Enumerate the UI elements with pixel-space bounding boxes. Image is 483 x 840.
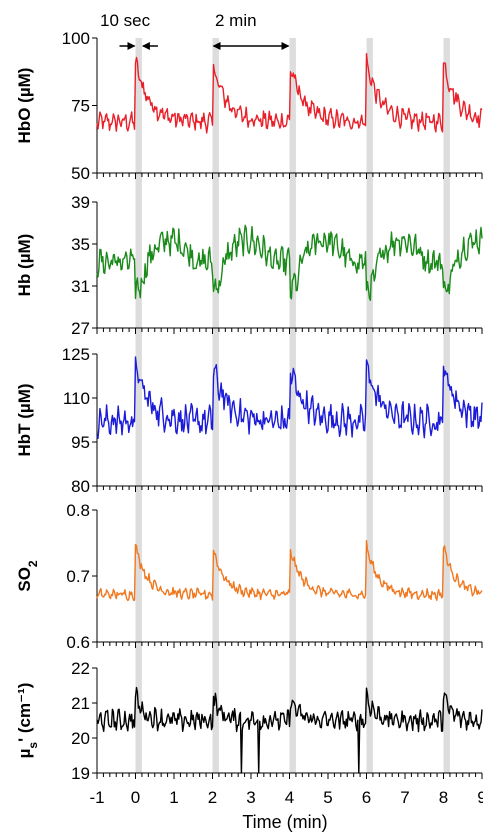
- y-tick-label: 0.8: [66, 501, 90, 520]
- y-tick-label: 125: [62, 345, 90, 364]
- y-tick-label: 95: [71, 433, 90, 452]
- stimulus-bar: [289, 38, 296, 773]
- y-tick-label: 19: [71, 764, 90, 783]
- y-tick-label: 21: [71, 694, 90, 713]
- x-tick-label: 8: [439, 788, 448, 807]
- stimulus-bar: [366, 38, 373, 773]
- stimulus-bars: [135, 38, 450, 773]
- y-tick-label: 100: [62, 29, 90, 48]
- annotation-2-min: 2 min: [215, 11, 257, 30]
- x-tick-label: 3: [246, 788, 255, 807]
- stimulus-bar: [443, 38, 450, 773]
- stimulus-bar: [212, 38, 219, 773]
- y-tick-label: 20: [71, 729, 90, 748]
- x-tick-labels: -1 0 1 2 3 4 5 6 7 8 9: [89, 788, 483, 807]
- y-axis-title-hb: Hb (µM): [15, 234, 34, 297]
- panel-so2: 0.6 0.7 0.8 SO2: [15, 501, 483, 652]
- stimulus-bar: [135, 38, 142, 773]
- y-tick-label: 0.6: [66, 633, 90, 652]
- x-tick-label: 6: [362, 788, 371, 807]
- y-axis-title-hbo: HbO (µM): [15, 68, 34, 144]
- series-line-hbo: [96, 53, 483, 134]
- series-line-mus: [96, 686, 483, 774]
- y-tick-label: 110: [63, 389, 90, 408]
- panel-hbt: 80 95 110 125 HbT (µM): [15, 345, 483, 496]
- y-axis-title-hbt: HbT (µM): [15, 383, 34, 456]
- y-tick-label: 22: [71, 659, 90, 678]
- x-tick-label: 9: [477, 788, 483, 807]
- x-tick-label: 7: [400, 788, 409, 807]
- x-axis-title: Time (min): [242, 812, 327, 832]
- y-tick-label: 80: [71, 477, 90, 496]
- x-tick-label: -1: [89, 788, 104, 807]
- y-tick-label: 39: [71, 193, 90, 212]
- x-tick-label: 1: [169, 788, 178, 807]
- annotation-layer: 10 sec 2 min: [100, 11, 290, 50]
- panel-hbo: 50 75 100 HbO (µM): [15, 29, 483, 183]
- panel-mus: 19 20 21 22 µs' (cm⁻¹): [15, 659, 483, 783]
- y-axis-title-so2: SO2: [15, 560, 40, 592]
- series-line-hb: [96, 224, 483, 301]
- y-tick-label: 75: [71, 97, 90, 116]
- x-tick-label: 2: [208, 788, 217, 807]
- x-tick-label: 0: [131, 788, 140, 807]
- series-line-hbt: [96, 356, 483, 439]
- annotation-10-sec: 10 sec: [100, 11, 151, 30]
- y-tick-label: 31: [71, 277, 90, 296]
- series-line-so2: [96, 540, 483, 602]
- x-tick-label: 4: [285, 788, 294, 807]
- y-tick-label: 0.7: [66, 567, 90, 586]
- y-tick-label: 35: [71, 235, 90, 254]
- x-tick-label: 5: [323, 788, 332, 807]
- y-tick-label: 27: [71, 319, 90, 338]
- y-axis-title-mus: µs' (cm⁻¹): [15, 683, 40, 759]
- y-tick-label: 50: [71, 164, 90, 183]
- panel-hb: 27 31 35 39 Hb (µM): [15, 193, 483, 338]
